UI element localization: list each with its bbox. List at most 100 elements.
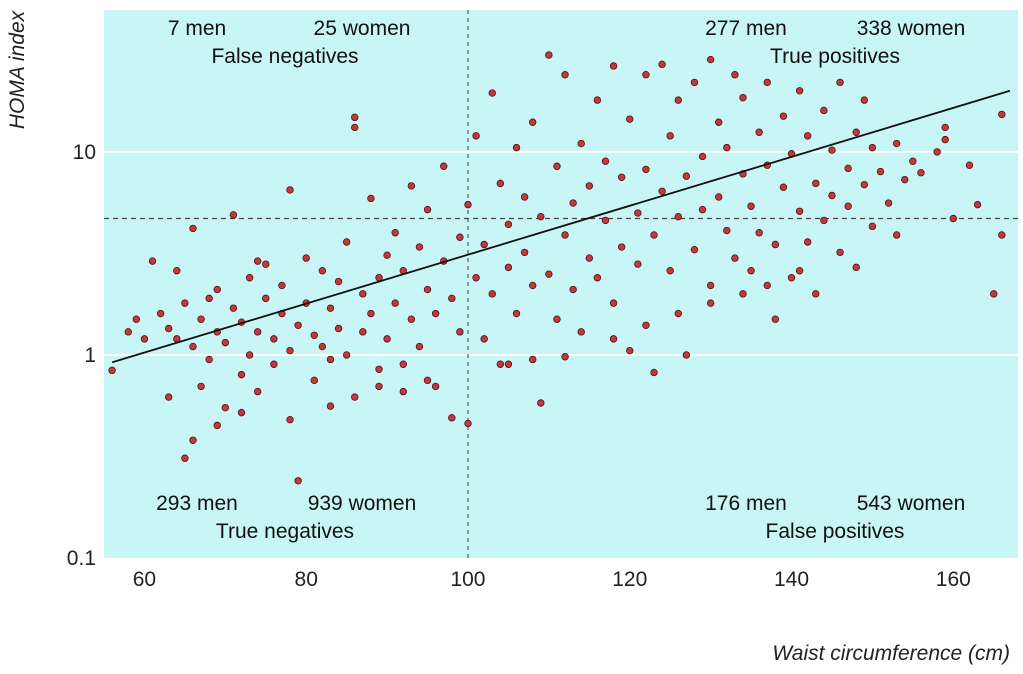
quadrant-men-count: 277 men [705,17,787,40]
data-point [844,202,852,210]
data-point [941,135,949,144]
data-point [642,71,650,79]
data-point [351,113,359,122]
x-tick-label: 160 [936,568,971,591]
data-point [480,335,488,343]
data-point [221,403,230,412]
data-point [431,309,440,318]
data-point [698,205,707,214]
data-point [739,290,747,298]
data-point [423,376,432,385]
data-point [375,382,383,391]
data-point [941,123,949,132]
data-point [731,254,739,262]
data-point [933,148,941,156]
data-point [593,96,602,104]
data-point [480,240,488,249]
x-axis-label: Waist circumference (cm) [772,642,1010,665]
y-axis-ticks: 0.1 1 10 [67,141,96,570]
data-point [755,128,763,136]
data-point [270,335,278,343]
data-point [731,71,739,79]
data-point [351,393,359,401]
data-point [642,321,650,329]
data-point [561,231,569,239]
data-point [431,382,440,391]
data-point [537,399,545,407]
data-point [496,179,505,188]
data-point [213,421,221,430]
data-point [504,263,513,272]
quadrant-men-count: 176 men [705,492,787,515]
data-point [520,248,529,257]
data-point [723,143,731,152]
data-point [901,175,909,184]
data-point [367,309,375,318]
data-point [706,281,715,290]
data-point [189,224,197,233]
data-point [512,143,521,152]
data-point [706,55,715,64]
data-point [553,162,561,170]
quadrant-women-count: 543 women [857,492,966,515]
data-point [820,106,828,115]
regression-line-path [111,89,1011,364]
data-point [464,419,472,428]
x-tick-label: 120 [612,568,647,591]
data-point [342,238,351,246]
data-point [650,368,658,377]
data-point [876,167,885,176]
data-point [407,182,416,190]
data-point [836,248,844,257]
data-point [674,96,682,104]
x-tick-label: 140 [774,568,809,591]
data-point [205,294,213,303]
data-point [828,146,836,154]
quadrant-women-count: 338 women [857,17,966,40]
data-point [569,285,577,294]
data-point [666,267,674,275]
data-point [448,414,456,422]
data-point [359,328,367,336]
data-point [229,211,238,219]
data-point [197,315,205,323]
data-point [197,382,205,391]
data-point [181,454,189,462]
quadrant-annotations: 7 men 25 women False negatives 277 men 338 w… [156,17,965,543]
data-point [440,162,448,170]
data-point [148,257,157,265]
data-point [448,294,456,303]
x-tick-label: 60 [133,568,156,591]
data-point [609,299,618,307]
data-point [658,187,666,195]
data-point [423,285,432,294]
data-point [593,274,602,282]
data-points [108,51,1006,485]
data-point [682,172,691,180]
data-point [682,351,691,359]
data-point [423,205,432,214]
data-point [884,199,893,207]
data-point [262,260,270,268]
quadrant-women-count: 939 women [308,492,417,515]
data-point [998,110,1006,119]
data-point [504,220,513,229]
data-point [917,169,925,177]
data-point [342,351,351,359]
y-tick-label: 1 [84,344,96,367]
data-point [787,274,796,282]
data-point [488,290,496,298]
data-point [658,60,666,69]
data-point [326,304,335,312]
quadrant-men-count: 7 men [168,17,226,40]
data-point [278,281,286,290]
data-point [690,245,699,254]
data-point [472,274,480,282]
data-point [690,78,699,87]
data-point [892,231,901,239]
data-point [617,243,626,251]
data-point [771,315,780,323]
data-point [569,199,577,207]
data-point [334,324,343,333]
data-point [165,324,173,333]
